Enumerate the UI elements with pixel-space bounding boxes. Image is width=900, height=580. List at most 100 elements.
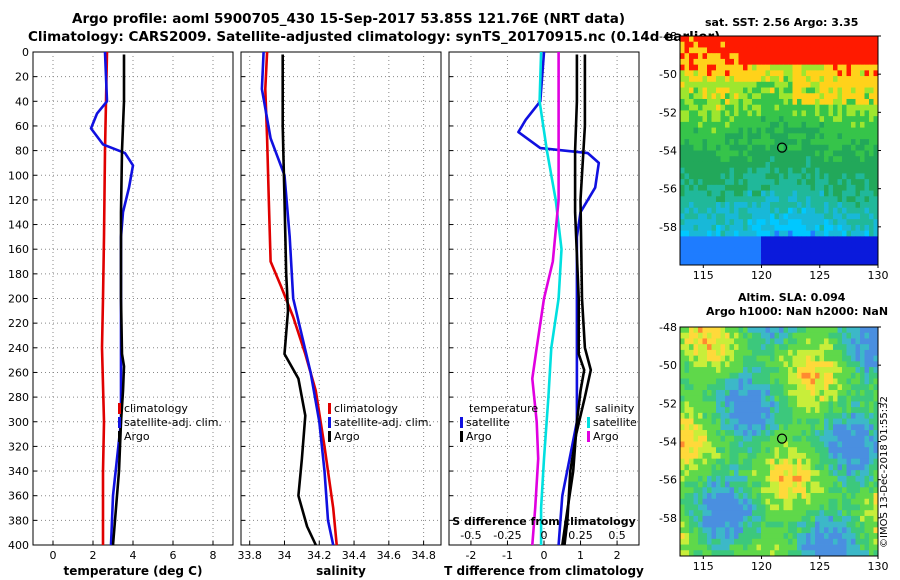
map-cell [873, 527, 879, 534]
map-cell [842, 361, 847, 368]
map-cell [801, 470, 807, 477]
map-cell [869, 219, 874, 226]
map-cell [716, 224, 721, 232]
map-cell [846, 36, 852, 43]
map-cell [680, 498, 685, 505]
map-cell [824, 230, 829, 237]
map-cell [815, 338, 820, 345]
map-cell [851, 430, 856, 437]
map-cell [716, 236, 721, 243]
map-cell [734, 510, 739, 517]
map-cell [851, 64, 856, 71]
map-cell [779, 424, 784, 431]
map-cell [783, 58, 789, 66]
map-cell [680, 452, 685, 460]
map-cell [716, 338, 721, 345]
map-cell [779, 47, 784, 54]
map-cell [734, 515, 739, 523]
map-cell [792, 550, 798, 557]
map-cell [860, 116, 865, 123]
map-cell [729, 236, 735, 243]
map-cell [698, 533, 703, 540]
map-cell [770, 430, 775, 437]
map-cell [711, 361, 717, 368]
map-cell [851, 121, 856, 129]
map-cell [756, 533, 762, 540]
map-cell [761, 87, 766, 94]
map-cell [788, 361, 793, 368]
map-cell [761, 487, 766, 494]
map-cell [716, 533, 721, 540]
map-cell [846, 156, 852, 163]
map-cell [774, 41, 780, 48]
map-cell [783, 259, 789, 266]
map-cell [801, 93, 807, 100]
map-cell [689, 184, 694, 191]
map-cell [693, 230, 699, 237]
map-cell [801, 435, 807, 442]
map-cell [765, 504, 771, 511]
map-cell [680, 332, 685, 339]
map-cell [689, 338, 694, 345]
map-cell [693, 441, 699, 448]
map-cell [837, 167, 843, 174]
map-cell [801, 41, 807, 48]
map-cell [756, 550, 762, 557]
map-cell [792, 527, 798, 534]
map-cell [815, 47, 820, 54]
map-cell [698, 452, 703, 460]
map-cell [743, 116, 748, 123]
map-cell [702, 70, 708, 77]
map-cell [738, 93, 744, 100]
map-cell [702, 458, 708, 465]
map-cell [720, 81, 726, 88]
map-cell [779, 470, 784, 477]
map-cell [720, 144, 726, 151]
map-cell [770, 452, 775, 460]
map-cell [846, 58, 852, 66]
map-cell [711, 202, 717, 209]
map-cell [747, 161, 753, 169]
map-cell [702, 521, 708, 528]
map-cell [810, 447, 816, 454]
map-cell [828, 53, 834, 60]
map-cell [797, 355, 802, 362]
map-cell [711, 64, 717, 71]
map-cell [684, 247, 690, 254]
map-cell [752, 355, 757, 362]
map-cell [869, 156, 874, 163]
x-tick-label-difference: -2 [465, 549, 476, 562]
map-cell [779, 521, 784, 528]
map-cell [815, 219, 820, 226]
map-y-tick-label-sla-map: -52 [659, 397, 677, 410]
map-y-tick-label-sst-map: -58 [659, 221, 677, 234]
map-cell [752, 430, 757, 437]
map-cell [693, 447, 699, 454]
map-cell [752, 213, 757, 220]
map-cell [684, 538, 690, 545]
map-cell [747, 167, 753, 174]
map-cell [833, 533, 838, 540]
map-cell [828, 259, 834, 266]
map-cell [734, 213, 739, 220]
map-cell [720, 207, 726, 214]
map-cell [720, 435, 726, 442]
map-cell [788, 98, 793, 106]
map-cell [698, 127, 703, 134]
map-cell [752, 332, 757, 339]
map-cell [851, 36, 856, 43]
map-cell [779, 430, 784, 437]
map-cell [702, 361, 708, 368]
map-cell [833, 487, 838, 494]
map-cell [842, 259, 847, 266]
map-cell [815, 173, 820, 180]
map-cell [864, 470, 870, 477]
map-cell [761, 184, 766, 191]
map-cell [752, 452, 757, 460]
map-cell [819, 378, 825, 385]
map-cell [873, 156, 879, 163]
map-cell [693, 378, 699, 385]
map-cell [680, 378, 685, 385]
map-cell [873, 116, 879, 123]
map-cell [846, 544, 852, 551]
